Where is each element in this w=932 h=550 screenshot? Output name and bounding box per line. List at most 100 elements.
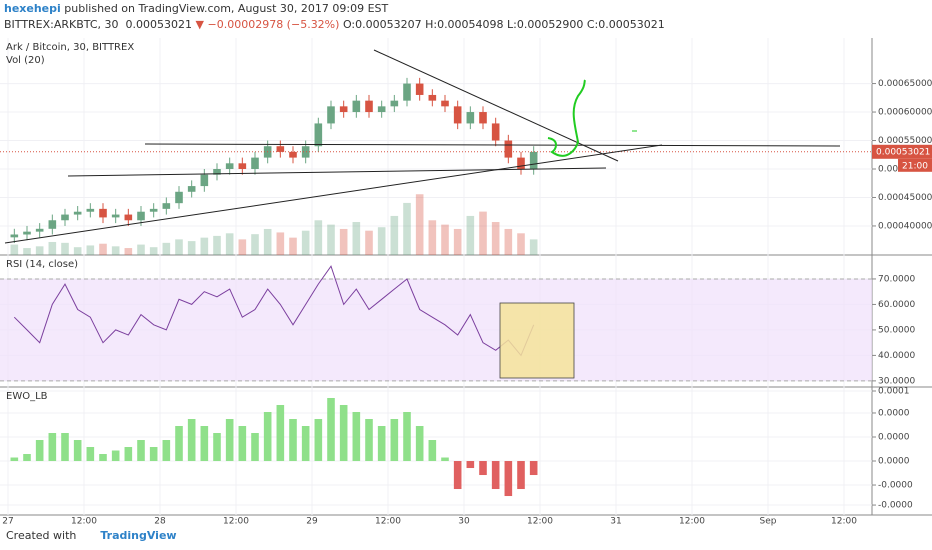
x-tick-label: 30 xyxy=(458,517,470,527)
volume-bar xyxy=(213,235,221,255)
brand[interactable]: TradingView xyxy=(100,529,177,542)
volume-bar xyxy=(365,230,373,255)
ewo-bar xyxy=(415,426,424,462)
volume-bar xyxy=(415,194,424,255)
x-tick-label: 12:00 xyxy=(375,517,401,527)
ewo-bar xyxy=(517,461,525,490)
ewo-bar xyxy=(301,426,310,462)
candle-body xyxy=(365,100,373,113)
ewo-bar xyxy=(149,447,158,462)
volume-bar xyxy=(377,227,386,255)
change: ▼ −0.00002978 (−5.32%) xyxy=(195,18,340,31)
symbol: BITTREX:ARKBTC, 30 xyxy=(4,18,119,31)
countdown-label: 21:00 xyxy=(902,161,928,171)
pane-title: EWO_LB xyxy=(6,391,48,402)
candle-body xyxy=(428,94,437,101)
ewo-bar xyxy=(466,461,475,469)
ewo-bar xyxy=(225,419,234,462)
candle-body xyxy=(453,106,462,124)
candle-body xyxy=(301,146,310,158)
volume-bar xyxy=(403,202,411,255)
ewo-bar xyxy=(162,440,171,462)
drawings xyxy=(4,49,841,379)
volume-bar xyxy=(441,224,449,255)
countdown-box xyxy=(898,158,932,172)
ewo-bar xyxy=(23,454,31,462)
x-tick-label: Sep xyxy=(760,517,777,527)
created-with: Created with xyxy=(6,529,77,542)
x-tick-label: 12:00 xyxy=(527,517,553,527)
ewo-bar xyxy=(263,411,272,462)
ewo-bar xyxy=(10,457,19,462)
candle-body xyxy=(23,231,31,235)
volume-bar xyxy=(301,230,310,255)
annotation-squiggle xyxy=(547,79,586,157)
candle-body xyxy=(327,106,335,124)
candle-body xyxy=(251,157,259,169)
ewo-bar xyxy=(403,411,411,462)
volume-bar xyxy=(289,237,297,255)
candle-body xyxy=(479,112,487,124)
volume-bar xyxy=(137,244,145,255)
ewo-bar xyxy=(175,426,183,462)
ewo-bar xyxy=(504,461,513,497)
y-tick-label: 0.00040000 xyxy=(878,221,932,231)
volume-bar xyxy=(491,222,500,255)
volume-bar xyxy=(35,246,44,255)
ewo-bar xyxy=(137,440,145,462)
volume-bar xyxy=(466,215,475,255)
ewo-bar xyxy=(441,457,449,462)
volume-bar xyxy=(61,242,69,255)
footer: Created with TradingView xyxy=(6,529,177,542)
candle-body xyxy=(491,123,500,141)
candle-body xyxy=(225,163,234,169)
y-tick-label: 40.0000 xyxy=(878,351,915,361)
y-tick-label: 0.00060000 xyxy=(878,108,932,118)
volume-label: Vol (20) xyxy=(6,55,45,66)
x-tick-label: 12:00 xyxy=(223,517,249,527)
volume-bar xyxy=(48,241,57,255)
header-line: hexehepi published on TradingView.com, A… xyxy=(4,1,665,17)
candle-body xyxy=(529,151,538,169)
ewo-bar xyxy=(453,461,462,490)
ewo-bar xyxy=(99,454,107,462)
candle-body xyxy=(352,100,361,113)
volume-bar xyxy=(86,245,95,255)
y-tick-label: 0.0000 xyxy=(878,432,910,442)
candle-body xyxy=(35,228,44,232)
candle-body xyxy=(111,214,120,218)
volume-bar xyxy=(352,222,361,255)
y-tick-label: 60.0000 xyxy=(878,300,915,310)
x-tick-label: 12:00 xyxy=(831,517,857,527)
volume-bar xyxy=(453,228,462,255)
volume-bar xyxy=(111,246,120,255)
volume-bar xyxy=(23,248,31,255)
pane-title: Ark / Bitcoin, 30, BITTREX xyxy=(6,42,134,53)
volume-bar xyxy=(276,232,285,255)
candle-body xyxy=(61,214,69,221)
candle-body xyxy=(339,106,348,113)
author[interactable]: hexehepi xyxy=(4,2,61,15)
volume-bar xyxy=(339,228,348,255)
candle-body xyxy=(10,234,19,238)
y-tick-label: 70.0000 xyxy=(878,274,915,284)
ohlc: O:0.00053207 H:0.00054098 L:0.00052900 C… xyxy=(342,18,665,31)
volume-bar xyxy=(162,242,171,255)
last: 0.00053021 xyxy=(125,18,193,31)
candle-body xyxy=(162,203,171,209)
highlight-box xyxy=(499,302,575,379)
y-tick-label: 0.00055000 xyxy=(878,136,932,146)
volume-bar xyxy=(428,220,437,255)
y-tick-label: 0.0001 xyxy=(878,386,910,396)
volume-bar xyxy=(99,243,107,255)
volume-bar xyxy=(327,224,335,255)
rsi-line xyxy=(13,265,535,357)
candle-body xyxy=(175,191,183,204)
volume-bar xyxy=(200,237,209,255)
x-tick-label: 29 xyxy=(306,517,318,527)
candle-body xyxy=(137,211,145,221)
candle-body xyxy=(200,174,209,187)
volume-bar xyxy=(73,247,82,255)
y-tick-label: -0.0000 xyxy=(878,501,913,511)
y-tick-label: 50.0000 xyxy=(878,325,915,335)
